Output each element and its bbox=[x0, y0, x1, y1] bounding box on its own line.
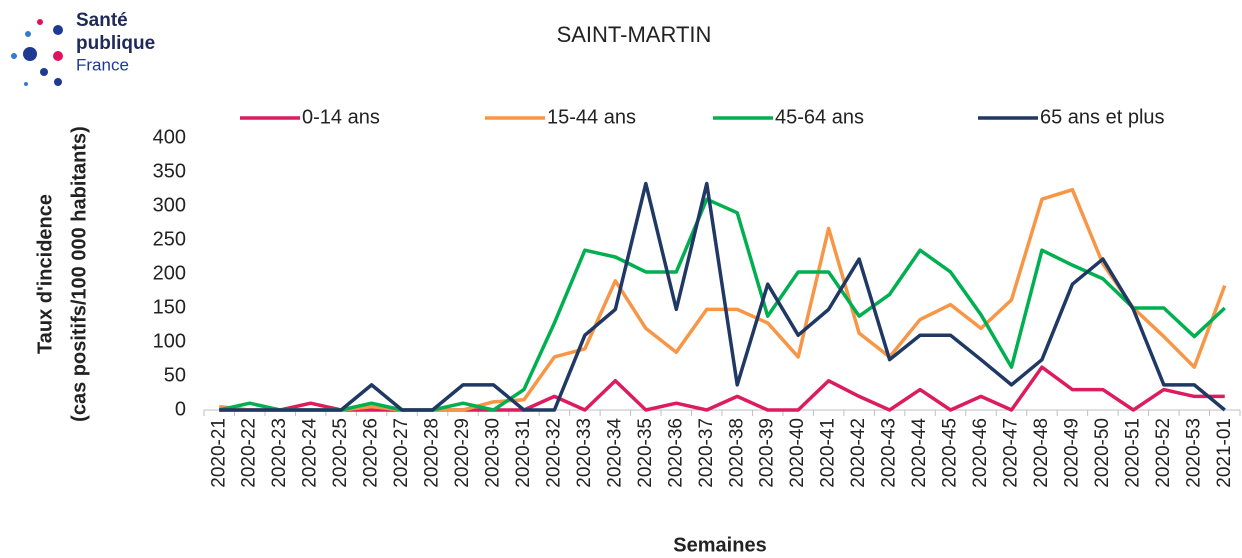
x-tick-label: 2020-42 bbox=[848, 418, 869, 488]
x-tick-label: 2020-44 bbox=[909, 418, 930, 488]
logo-text: publique bbox=[76, 33, 155, 54]
x-tick-label: 2020-43 bbox=[879, 418, 900, 488]
logo-dot bbox=[11, 53, 17, 59]
x-tick-label: 2020-39 bbox=[757, 418, 778, 488]
y-axis-label: (cas positifs/100 000 habitants) bbox=[68, 126, 90, 422]
legend-label: 65 ans et plus bbox=[1040, 106, 1165, 128]
x-tick-label: 2020-31 bbox=[513, 418, 534, 488]
series-line bbox=[219, 187, 1227, 412]
legend-label: 0-14 ans bbox=[302, 106, 380, 128]
x-tick-label: 2020-52 bbox=[1153, 418, 1174, 488]
x-tick-label: 2020-21 bbox=[208, 418, 229, 488]
x-tick-label: 2020-28 bbox=[422, 418, 443, 488]
logo-text: France bbox=[76, 55, 129, 74]
x-tick-label: 2020-34 bbox=[604, 418, 625, 488]
y-tick-label: 50 bbox=[164, 364, 186, 386]
x-tick-label: 2020-26 bbox=[361, 418, 382, 488]
y-tick-label: 350 bbox=[153, 160, 186, 182]
y-tick-label: 250 bbox=[153, 228, 186, 250]
x-tick-label: 2020-30 bbox=[482, 418, 503, 488]
x-tick-label: 2020-22 bbox=[239, 418, 260, 488]
chart-title: SAINT-MARTIN bbox=[557, 22, 712, 47]
x-axis-label: Semaines bbox=[673, 534, 766, 556]
x-tick-label: 2020-53 bbox=[1183, 418, 1204, 488]
x-tick-label: 2020-46 bbox=[970, 418, 991, 488]
y-tick-label: 100 bbox=[153, 330, 186, 352]
x-tick-label: 2020-41 bbox=[818, 418, 839, 488]
x-tick-label: 2020-49 bbox=[1061, 418, 1082, 488]
x-tick-label: 2020-36 bbox=[665, 418, 686, 488]
logo-dot bbox=[23, 47, 37, 61]
legend-label: 15-44 ans bbox=[547, 106, 636, 128]
logo-dot bbox=[54, 78, 62, 86]
series-line bbox=[218, 197, 1226, 412]
x-tick-label: 2020-25 bbox=[330, 418, 351, 488]
x-tick-label: 2020-48 bbox=[1031, 418, 1052, 488]
x-tick-label: 2020-35 bbox=[635, 418, 656, 488]
x-tick-label: 2020-33 bbox=[574, 418, 595, 488]
series-line bbox=[219, 181, 1226, 412]
x-tick-label: 2020-37 bbox=[696, 418, 717, 488]
x-tick-label: 2020-50 bbox=[1092, 418, 1113, 488]
logo-dot bbox=[24, 82, 28, 86]
x-tick-label: 2020-45 bbox=[940, 418, 961, 488]
legend-label: 45-64 ans bbox=[775, 106, 864, 128]
x-tick-label: 2021-01 bbox=[1214, 418, 1235, 488]
x-tick-label: 2020-23 bbox=[269, 418, 290, 488]
y-tick-label: 300 bbox=[153, 194, 186, 216]
y-tick-label: 0 bbox=[175, 398, 186, 420]
logo-dot bbox=[40, 68, 48, 76]
x-tick-label: 2020-27 bbox=[391, 418, 412, 488]
x-tick-label: 2020-38 bbox=[726, 418, 747, 488]
logo-dot bbox=[37, 19, 43, 25]
logo-dot bbox=[53, 51, 63, 61]
y-tick-label: 400 bbox=[153, 126, 186, 148]
logo-dot bbox=[53, 25, 63, 35]
y-tick-label: 150 bbox=[153, 296, 186, 318]
x-tick-label: 2020-29 bbox=[452, 418, 473, 488]
logo: Santé publique France bbox=[11, 10, 155, 86]
x-tick-label: 2020-32 bbox=[543, 418, 564, 488]
x-tick-label: 2020-24 bbox=[300, 418, 321, 488]
y-axis-label: Taux d'incidence bbox=[34, 194, 56, 354]
x-tick-label: 2020-47 bbox=[1000, 418, 1021, 488]
logo-text: Santé bbox=[76, 10, 128, 31]
x-tick-label: 2020-40 bbox=[787, 418, 808, 488]
x-tick-label: 2020-51 bbox=[1122, 418, 1143, 488]
y-tick-label: 200 bbox=[153, 262, 186, 284]
logo-dot bbox=[25, 31, 31, 37]
